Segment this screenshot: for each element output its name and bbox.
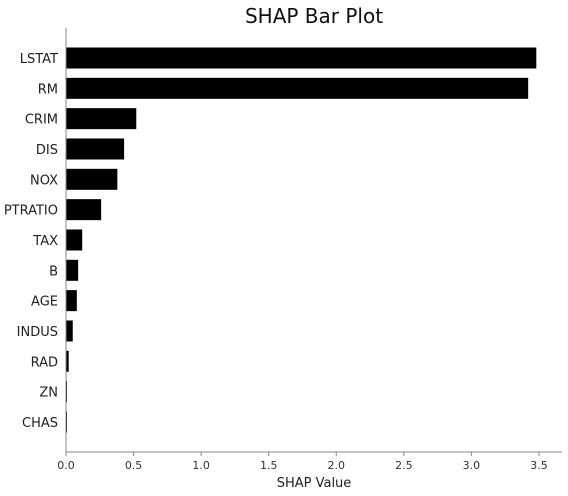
bar-age xyxy=(66,290,77,312)
bar-rad xyxy=(66,350,69,372)
category-label-lstat: LSTAT xyxy=(20,52,58,67)
category-label-tax: TAX xyxy=(32,234,58,249)
category-label-indus: INDUS xyxy=(17,325,58,340)
category-label-zn: ZN xyxy=(39,386,58,401)
chart-title: SHAP Bar Plot xyxy=(245,4,383,28)
bar-crim xyxy=(66,108,137,130)
x-tick-label: 1.5 xyxy=(260,459,278,472)
category-label-ptratio: PTRATIO xyxy=(4,204,58,219)
category-label-rad: RAD xyxy=(31,355,58,370)
bar-ptratio xyxy=(66,199,102,221)
bar-rm xyxy=(66,77,529,99)
x-axis-label: SHAP Value xyxy=(277,476,352,491)
category-label-nox: NOX xyxy=(30,173,58,188)
x-tick-label: 3.0 xyxy=(463,459,481,472)
x-tick-label: 1.0 xyxy=(192,459,210,472)
x-tick-label: 0.5 xyxy=(125,459,143,472)
category-label-crim: CRIM xyxy=(25,113,58,128)
bars-group xyxy=(66,47,537,433)
bar-nox xyxy=(66,168,118,190)
x-tick-label: 0.0 xyxy=(57,459,75,472)
x-tick-label: 3.5 xyxy=(530,459,548,472)
bar-indus xyxy=(66,320,73,342)
bar-b xyxy=(66,259,79,281)
bar-lstat xyxy=(66,47,537,69)
category-label-rm: RM xyxy=(38,82,58,97)
category-label-dis: DIS xyxy=(36,143,58,158)
category-labels: LSTAT RM CRIM DIS NOX PTRATIO TAX B AGE INDUS RAD Z… xyxy=(4,52,58,431)
category-label-b: B xyxy=(49,264,58,279)
category-label-chas: CHAS xyxy=(22,416,58,431)
x-ticks: 0.0 0.5 1.0 1.5 2.0 2.5 3.0 3.5 xyxy=(57,452,548,472)
x-tick-label: 2.0 xyxy=(328,459,346,472)
bar-dis xyxy=(66,138,125,160)
x-tick-label: 2.5 xyxy=(395,459,413,472)
bar-tax xyxy=(66,229,83,251)
category-label-age: AGE xyxy=(31,295,58,310)
